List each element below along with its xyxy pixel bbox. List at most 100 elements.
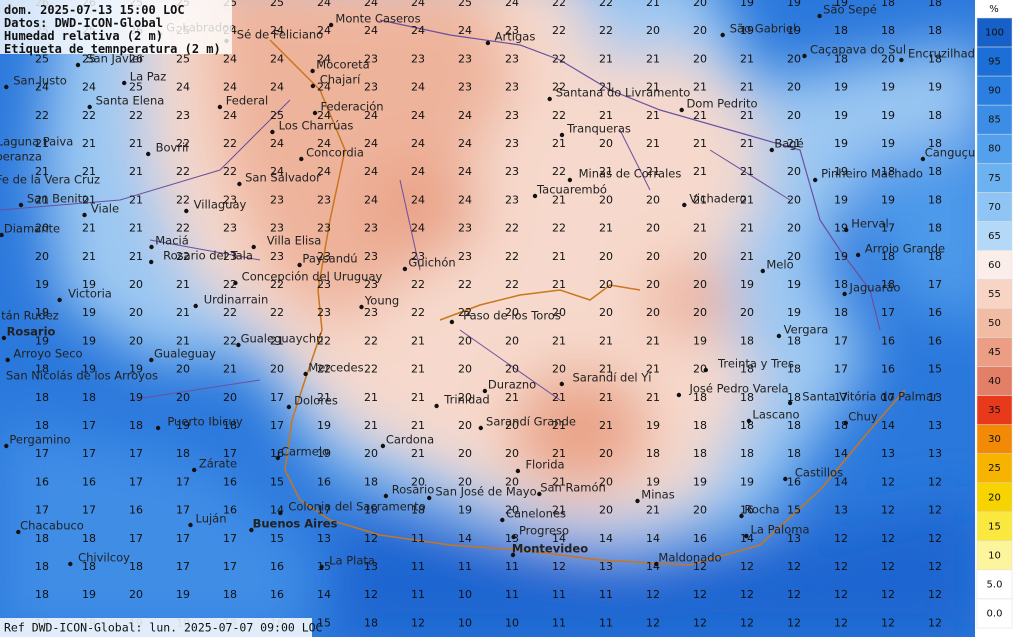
temperature-label: 16 xyxy=(740,504,754,517)
place-name: Durazno xyxy=(488,378,536,392)
temperature-label: 17 xyxy=(270,419,284,432)
temperature-label: 11 xyxy=(411,560,425,573)
place-name: Concordia xyxy=(306,146,364,160)
place-marker xyxy=(739,513,744,519)
temperature-label: 19 xyxy=(834,81,848,94)
temperature-label: 24 xyxy=(411,165,425,178)
temperature-label: 14 xyxy=(458,532,472,545)
legend-label: 55 xyxy=(988,289,1001,300)
legend-label: 0.0 xyxy=(987,608,1003,619)
temperature-label: 22 xyxy=(552,24,566,37)
place-name: Pergamino xyxy=(9,433,70,447)
temperature-label: 23 xyxy=(411,52,425,65)
temperature-label: 11 xyxy=(458,560,472,573)
footer-box xyxy=(0,618,312,637)
temperature-label: 19 xyxy=(82,363,96,376)
temperature-label: 12 xyxy=(787,588,801,601)
temperature-label: 24 xyxy=(505,0,519,9)
place-name: Zárate xyxy=(199,457,237,471)
temperature-label: 12 xyxy=(881,560,895,573)
temperature-label: 12 xyxy=(881,475,895,488)
place-name: San Justo xyxy=(13,74,67,88)
temperature-label: 18 xyxy=(834,278,848,291)
temperature-label: 19 xyxy=(176,419,190,432)
temperature-label: 17 xyxy=(834,391,848,404)
temperature-label: 20 xyxy=(458,363,472,376)
place-marker xyxy=(802,53,807,59)
place-name: Colonia del Sacramento xyxy=(288,500,425,514)
temperature-label: 21 xyxy=(552,447,566,460)
place-name: Concepción del Uruguay xyxy=(242,270,383,284)
temperature-label: 21 xyxy=(552,419,566,432)
temperature-label: 19 xyxy=(82,278,96,291)
place-name: Buenos Aires xyxy=(253,517,338,531)
legend-title: % xyxy=(989,4,999,15)
temperature-label: 14 xyxy=(270,504,284,517)
temperature-label: 20 xyxy=(505,363,519,376)
temperature-label: 22 xyxy=(552,81,566,94)
temperature-label: 22 xyxy=(552,52,566,65)
place-name: Rocha xyxy=(744,503,779,517)
temperature-label: 17 xyxy=(176,560,190,573)
temperature-label: 21 xyxy=(646,109,660,122)
temperature-label: 21 xyxy=(599,109,613,122)
temperature-label: 18 xyxy=(35,391,49,404)
temperature-label: 22 xyxy=(552,0,566,9)
temperature-label: 20 xyxy=(599,504,613,517)
temperature-label: 21 xyxy=(129,137,143,150)
place-name: Montevideo xyxy=(512,542,588,556)
place-marker xyxy=(547,96,552,102)
temperature-label: 24 xyxy=(458,137,472,150)
temperature-label: 18 xyxy=(928,165,942,178)
temperature-label: 23 xyxy=(270,250,284,263)
place-marker xyxy=(68,561,73,567)
temperature-label: 20 xyxy=(505,475,519,488)
temperature-label: 18 xyxy=(881,250,895,263)
temperature-label: 23 xyxy=(505,24,519,37)
temperature-label: 20 xyxy=(223,391,237,404)
temperature-label: 18 xyxy=(35,419,49,432)
temperature-label: 20 xyxy=(505,504,519,517)
place-marker xyxy=(303,371,308,377)
place-name: Bagé xyxy=(774,137,803,151)
temperature-label: 23 xyxy=(176,109,190,122)
place-marker xyxy=(485,40,491,46)
temperature-label: 16 xyxy=(223,475,237,488)
place-marker xyxy=(122,80,127,86)
place-name: Castillos xyxy=(795,466,843,480)
legend-swatch xyxy=(976,162,1013,193)
legend-label: 95 xyxy=(988,57,1001,68)
place-marker xyxy=(286,404,292,410)
place-marker xyxy=(188,522,193,528)
temperature-label: 22 xyxy=(270,278,284,291)
place-marker xyxy=(16,529,21,535)
place-name: Trinidad xyxy=(443,393,489,407)
temperature-label: 21 xyxy=(176,306,190,319)
temperature-label: 19 xyxy=(317,447,331,460)
temperature-label: 23 xyxy=(505,81,519,94)
place-marker xyxy=(537,491,542,497)
place-name: Villa Elisa xyxy=(267,234,322,248)
header-line: dom. 2025-07-13 15:00 LOC xyxy=(4,3,185,17)
temperature-label: 20 xyxy=(693,363,707,376)
legend-label: 35 xyxy=(988,405,1001,416)
temperature-label: 11 xyxy=(505,560,519,573)
temperature-label: 25 xyxy=(82,52,96,65)
temperature-label: 22 xyxy=(458,306,472,319)
temperature-label: 18 xyxy=(693,447,707,460)
place-name: Los Charrúas xyxy=(279,119,354,133)
temperature-label: 20 xyxy=(599,475,613,488)
temperature-label: 20 xyxy=(693,24,707,37)
temperature-label: 21 xyxy=(646,391,660,404)
temperature-label: 21 xyxy=(693,81,707,94)
temperature-label: 17 xyxy=(129,475,143,488)
place-name: Esperanza xyxy=(0,150,42,164)
place-name: José Pedro Varela xyxy=(688,382,788,396)
temperature-label: 18 xyxy=(129,560,143,573)
legend-label: 10 xyxy=(988,550,1001,561)
temperature-label: 19 xyxy=(928,81,942,94)
temperature-label: 17 xyxy=(881,306,895,319)
place-name: Santana do Livramento xyxy=(556,86,690,100)
header-line: Humedad relativa (2 m) xyxy=(4,29,163,43)
